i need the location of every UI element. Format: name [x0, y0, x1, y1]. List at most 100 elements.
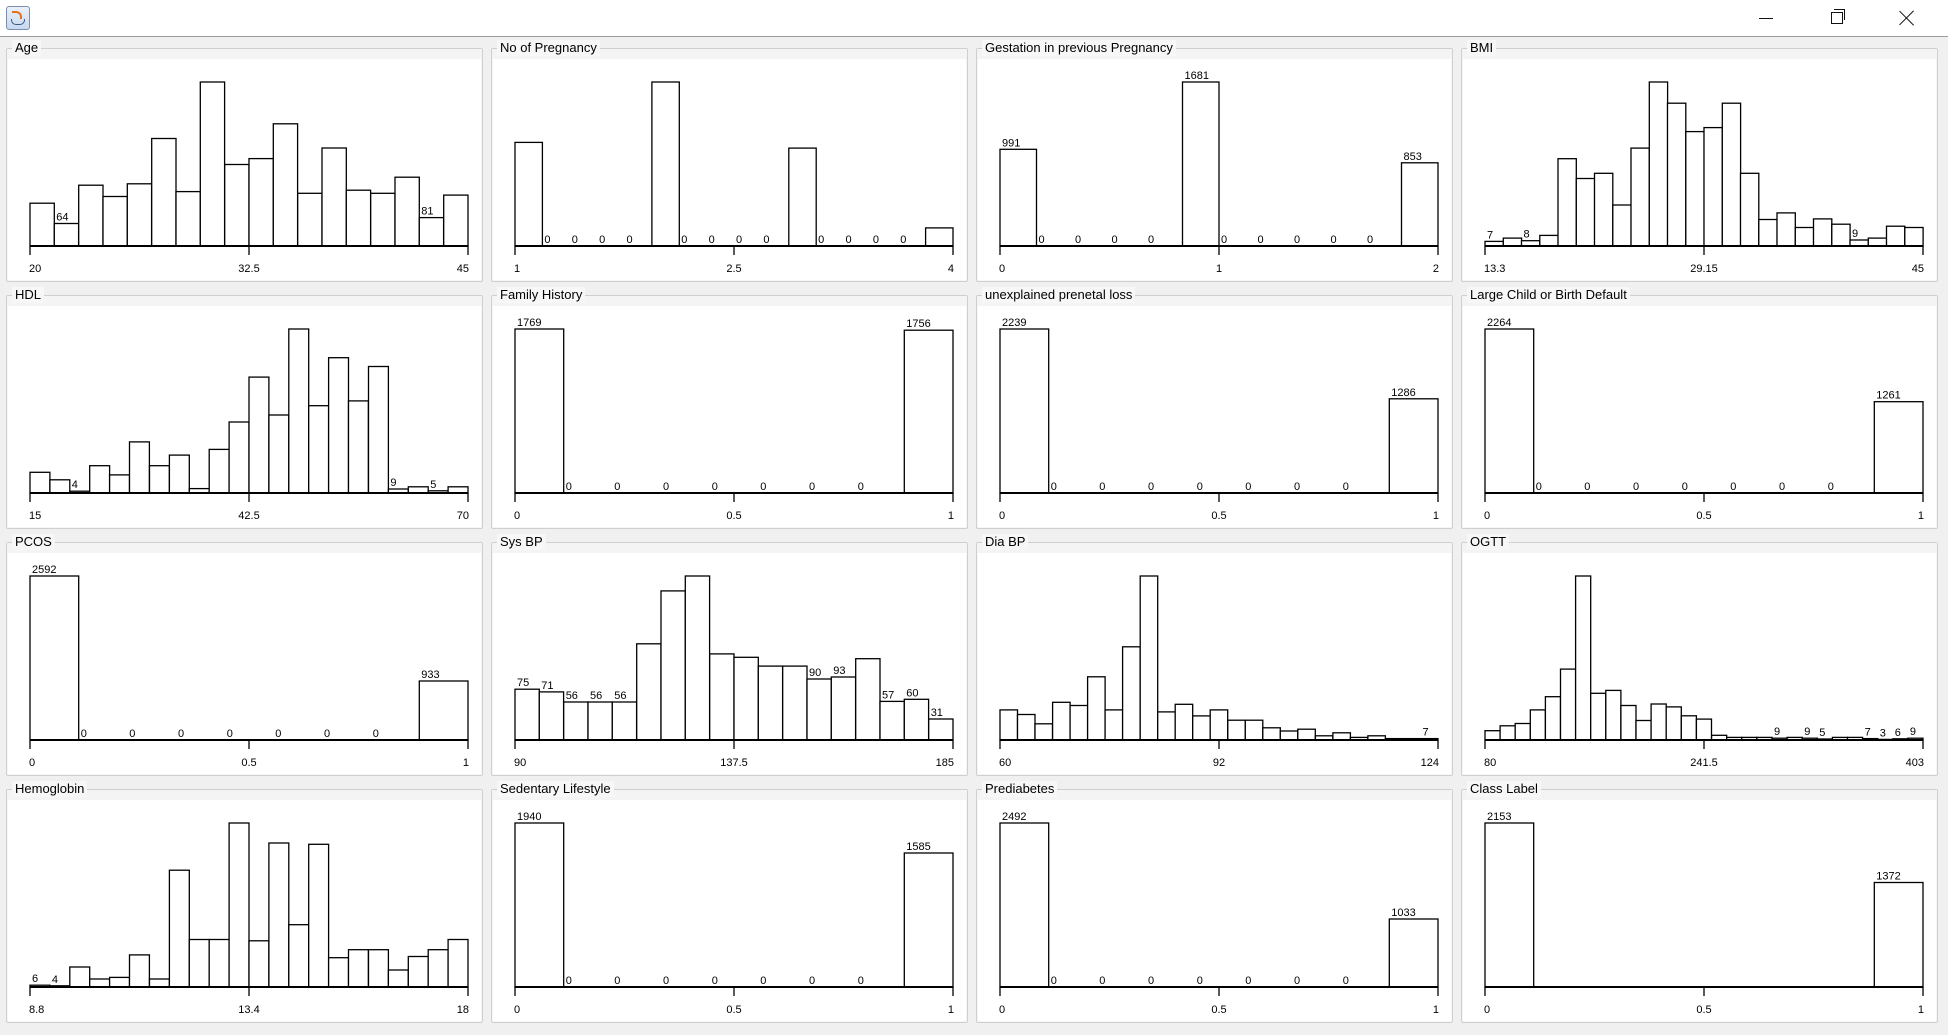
panel-title: Class Label [1467, 781, 1541, 797]
histogram-bar [999, 328, 1050, 494]
histogram-panel-ogtt[interactable]: 9 9 5 7 3 6 9 80 241.5 403 OGTT [1461, 534, 1938, 776]
panel-header [1462, 296, 1937, 306]
histogram-bar [447, 938, 469, 988]
x-tick-label: 0 [514, 510, 520, 522]
histogram-bar [208, 938, 230, 988]
histogram-bar [1332, 732, 1352, 741]
panel-title: BMI [1467, 40, 1497, 56]
histogram-bar [418, 216, 445, 247]
bar-count-label: 81 [421, 206, 433, 218]
histogram-panel-sys-bp[interactable]: 75 71 56 56 56 90 93 57 60 31 90 137.5 185 Sys BP [491, 534, 968, 776]
bar-count-label: 0 [736, 234, 742, 246]
histogram-bar [1776, 212, 1796, 247]
histogram-panel-family-history[interactable]: 1769 0 0 0 0 0 0 0 1756 0 0.5 1 Family History [491, 287, 968, 529]
histogram-panel-age[interactable]: 64 81 20 32.5 45 Age [6, 40, 483, 282]
histogram-panel-prediabetes[interactable]: 2492 0 0 0 0 0 0 0 1033 0 0.5 1 Prediabetes [976, 781, 1453, 1023]
histogram-bar [514, 141, 544, 247]
bar-count-label: 0 [1197, 975, 1203, 987]
bar-count-label: 9 [390, 477, 396, 489]
histogram-bar [788, 147, 817, 247]
x-tick-label: 8.8 [29, 1004, 44, 1016]
title-bar [0, 0, 1948, 37]
panel-header [977, 49, 1452, 59]
histogram-bar [1648, 81, 1669, 247]
histogram-panel-no-of-pregnancy[interactable]: 0 0 0 0 0 0 0 0 0 0 0 0 1 2.5 4 No of Pregnancy [491, 40, 968, 282]
histogram-bar [1873, 881, 1924, 988]
minimize-icon [1759, 17, 1773, 19]
x-tick-label: 92 [1213, 757, 1225, 769]
bar-count-label: 56 [590, 690, 602, 702]
panel-title: Prediabetes [982, 781, 1058, 797]
histogram-chart: 2492 0 0 0 0 0 0 0 1033 0 0.5 1 [999, 811, 1439, 1016]
x-tick-label: 60 [999, 757, 1011, 769]
x-tick-label: 80 [1484, 757, 1496, 769]
histogram-panel-dia-bp[interactable]: 7 60 92 124 Dia BP [976, 534, 1453, 776]
histogram-bar [1612, 204, 1632, 247]
bar-count-label: 6 [1895, 727, 1901, 739]
restore-button[interactable] [1814, 0, 1860, 36]
bar-count-label: 1286 [1391, 387, 1415, 399]
histogram-chart: 64 81 20 32.5 45 [29, 81, 469, 275]
bar-count-label: 0 [275, 728, 281, 740]
x-tick-label: 32.5 [238, 263, 259, 275]
restore-icon [1831, 9, 1845, 24]
histogram-bar [709, 653, 735, 741]
bar-count-label: 0 [544, 234, 550, 246]
panel-header [492, 543, 967, 553]
bar-count-label: 7 [1487, 229, 1493, 241]
histogram-panel-large-child-or-birth-default[interactable]: 2264 0 0 0 0 0 0 0 1261 0 0.5 1 Large Child or Birth… [1461, 287, 1938, 529]
histogram-chart: 75 71 56 56 56 90 93 57 60 31 90 137.5 185 [514, 575, 954, 769]
histogram-panel-hemoglobin[interactable]: 6 4 8.8 13.4 18 Hemoglobin [6, 781, 483, 1023]
histogram-bar [248, 376, 270, 494]
x-tick-label: 1 [1433, 510, 1439, 522]
histogram-bar [1388, 398, 1439, 494]
histogram-bar [538, 691, 565, 741]
histogram-bar [660, 590, 686, 741]
histogram-panel-pcos[interactable]: 2592 0 0 0 0 0 0 0 933 0 0.5 1 PCOS [6, 534, 483, 776]
bar-count-label: 0 [614, 481, 620, 493]
histogram-panel-sedentary-lifestyle[interactable]: 1940 0 0 0 0 0 0 0 1585 0 0.5 1 Sedentary Lifestyle [491, 781, 968, 1023]
histogram-bar [1680, 715, 1698, 741]
histogram-bar [89, 465, 111, 494]
histogram-bar [321, 147, 347, 247]
bar-count-label: 0 [818, 234, 824, 246]
histogram-panel-hdl[interactable]: 4 9 5 15 42.5 70 HDL [6, 287, 483, 529]
histogram-bar [1574, 575, 1592, 741]
close-button[interactable] [1884, 0, 1930, 36]
bar-count-label: 0 [1197, 481, 1203, 493]
histogram-panel-class-label[interactable]: 2153 1372 0 0.5 1 Class Label [1461, 781, 1938, 1023]
bar-count-label: 0 [873, 234, 879, 246]
histogram-panel-bmi[interactable]: 7 8 9 13.3 29.15 45 BMI [1461, 40, 1938, 282]
histogram-panel-unexplained-prenetal-loss[interactable]: 2239 0 0 0 0 0 0 0 1286 0 0.5 1 unexplained prenetal… [976, 287, 1453, 529]
bar-count-label: 0 [712, 481, 718, 493]
x-tick-label: 137.5 [720, 757, 748, 769]
histogram-bar [148, 465, 171, 494]
histogram-bar [345, 189, 372, 247]
x-tick-label: 1 [1918, 1004, 1924, 1016]
bar-count-label: 0 [1221, 234, 1227, 246]
bar-count-label: 0 [681, 234, 687, 246]
x-tick-label: 0.5 [241, 757, 256, 769]
x-tick-label: 18 [457, 1004, 469, 1016]
histogram-bar [1605, 689, 1622, 741]
histogram-bar [224, 163, 250, 247]
bar-count-label: 56 [566, 690, 578, 702]
histogram-bar [128, 441, 151, 494]
histogram-bar [1209, 709, 1229, 741]
histogram-bar [78, 184, 104, 247]
x-tick-label: 45 [1912, 263, 1924, 275]
histogram-panel-gestation-in-previous-pregnancy[interactable]: 991 0 0 0 0 1681 0 0 0 0 0 853 0 1 2 Gestation in previ… [976, 40, 1453, 282]
histogram-bar [347, 400, 370, 494]
histogram-bar [208, 448, 230, 494]
histogram-bar [1630, 147, 1650, 247]
bar-count-label: 2592 [32, 564, 56, 576]
panel-title: Family History [497, 287, 586, 303]
histogram-bar [49, 479, 71, 494]
minimize-button[interactable] [1743, 0, 1789, 36]
histogram-chart: 2264 0 0 0 0 0 0 0 1261 0 0.5 1 [1484, 317, 1924, 522]
histogram-bar [1244, 719, 1264, 741]
bar-count-label: 0 [763, 234, 769, 246]
bar-count-label: 0 [1099, 975, 1105, 987]
bar-count-label: 0 [614, 975, 620, 987]
histogram-bar [514, 822, 565, 988]
